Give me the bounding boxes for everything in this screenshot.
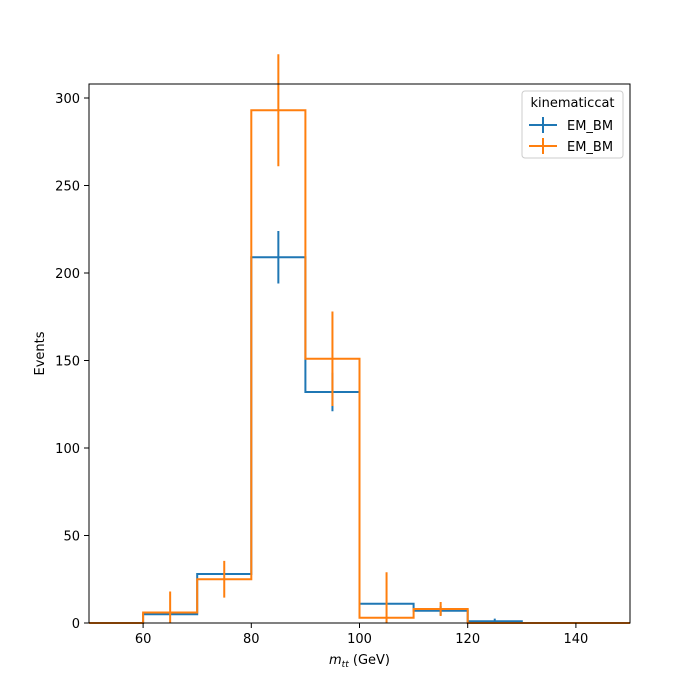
ticks-layer: 60 80 100 120 140 0 50 100 150 200 250 300: [55, 92, 588, 647]
y-tick-label: 200: [55, 267, 80, 282]
x-axis-label-subscript: tt: [342, 660, 350, 670]
x-axis-label-unit: (GeV): [349, 653, 390, 668]
y-tick-label: 150: [55, 355, 80, 370]
series-2-step-line: [89, 109, 630, 624]
y-tick-label: 100: [55, 442, 80, 457]
legend-box: [521, 90, 624, 159]
legend: kinematiccat EM_BM EM_BM: [521, 90, 624, 159]
legend-entry: EM_BM: [529, 117, 613, 134]
x-tick-label: 60: [135, 632, 152, 647]
y-tick-label: 0: [72, 617, 80, 632]
x-tick-label: 140: [563, 632, 588, 647]
x-tick-label: 120: [455, 632, 480, 647]
legend-entries: EM_BM EM_BM: [529, 117, 613, 155]
legend-label: EM_BM: [567, 119, 613, 134]
legend-entry: EM_BM: [529, 138, 613, 155]
legend-title: kinematiccat: [530, 96, 614, 111]
y-tick-label: 250: [55, 180, 80, 195]
legend-label: EM_BM: [567, 140, 613, 155]
x-tick-label: 80: [243, 632, 260, 647]
y-tick-label: 50: [63, 530, 80, 545]
y-tick-label: 300: [55, 92, 80, 107]
y-axis-label: Events: [33, 331, 48, 375]
x-axis-label: mtt (GeV): [329, 653, 390, 670]
x-tick-label: 100: [347, 632, 372, 647]
x-axis-label-base: m: [329, 653, 342, 668]
